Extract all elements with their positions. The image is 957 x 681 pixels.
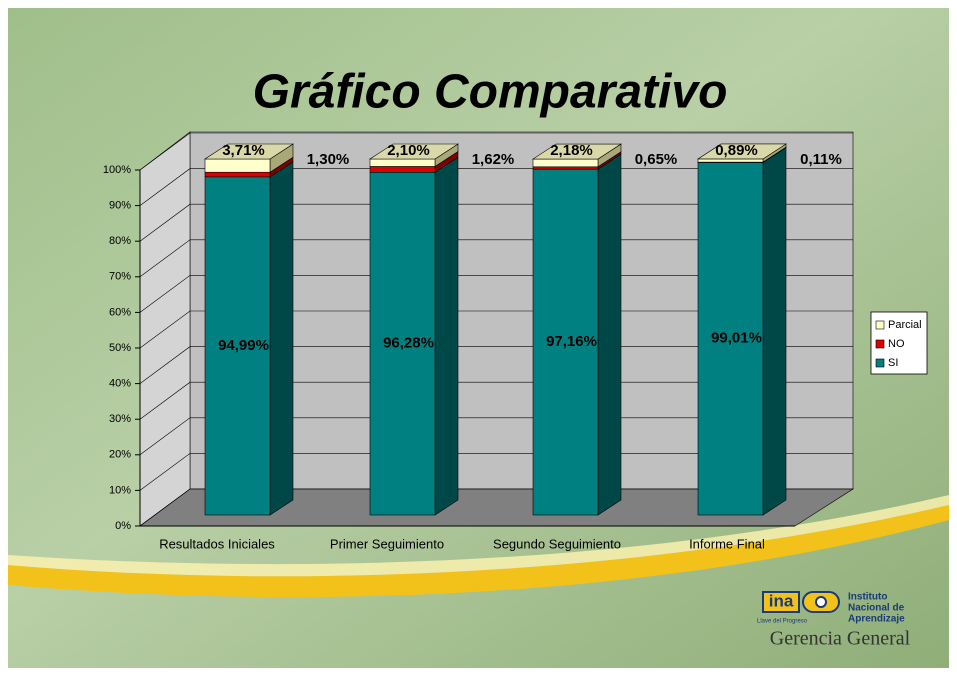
logo-text: ina <box>769 591 794 610</box>
bar-segment <box>533 167 598 169</box>
bar-segment <box>370 166 435 172</box>
y-tick-label: 20% <box>109 449 131 461</box>
y-tick-label: 60% <box>109 306 131 318</box>
y-tick-label: 50% <box>109 342 131 354</box>
logo-mark <box>816 597 826 607</box>
x-tick-label: Segundo Seguimiento <box>493 536 621 551</box>
legend-swatch <box>876 321 884 329</box>
y-tick-label: 100% <box>103 164 131 176</box>
x-tick-label: Primer Seguimiento <box>330 536 444 551</box>
chart: 0% 10% 20% 30% 40% 50% 60% 70% 80% 90% 100% Resulta… <box>103 132 853 551</box>
data-label: 0,89% <box>715 142 758 159</box>
y-tick-label: 90% <box>109 200 131 212</box>
bar-segment <box>370 159 435 166</box>
data-label: 2,18% <box>550 142 593 159</box>
side-wall <box>140 132 190 526</box>
bar-side <box>763 148 786 515</box>
institute-line: Aprendizaje <box>848 614 905 625</box>
bar-side <box>598 154 621 515</box>
data-label: 96,28% <box>383 335 434 352</box>
institute-line: Instituto <box>848 592 887 603</box>
data-label: 97,16% <box>546 333 597 350</box>
legend-label: SI <box>888 357 898 369</box>
x-tick-label: Informe Final <box>689 536 765 551</box>
department: Gerencia General <box>770 628 911 650</box>
data-label: 0,11% <box>800 151 842 168</box>
data-label: 99,01% <box>711 330 762 347</box>
bar-segment <box>698 159 763 162</box>
data-label: 2,10% <box>387 142 430 159</box>
bar-side <box>270 162 293 515</box>
data-label: 1,62% <box>472 151 515 168</box>
bar-segment <box>205 172 270 177</box>
slogan: Llave del Progreso <box>757 619 808 625</box>
bar-segment <box>533 159 598 167</box>
institute-line: Nacional de <box>848 603 905 614</box>
x-tick-label: Resultados Iniciales <box>159 536 275 551</box>
bar-side <box>435 157 458 515</box>
legend-swatch <box>876 359 884 367</box>
legend-swatch <box>876 340 884 348</box>
chart-title: Gráfico Comparativo <box>253 66 728 119</box>
data-label: 1,30% <box>307 151 350 168</box>
y-tick-label: 0% <box>115 520 131 532</box>
y-tick-label: 30% <box>109 413 131 425</box>
data-label: 0,65% <box>635 151 678 168</box>
legend-label: Parcial <box>888 319 922 331</box>
legend-label: NO <box>888 338 905 350</box>
y-tick-label: 10% <box>109 484 131 496</box>
data-label: 94,99% <box>218 337 269 354</box>
y-tick-label: 70% <box>109 271 131 283</box>
y-tick-label: 40% <box>109 378 131 390</box>
y-tick-label: 80% <box>109 235 131 247</box>
data-label: 3,71% <box>222 142 265 159</box>
bar-segment <box>205 159 270 172</box>
legend: Parcial NO SI <box>871 312 927 374</box>
